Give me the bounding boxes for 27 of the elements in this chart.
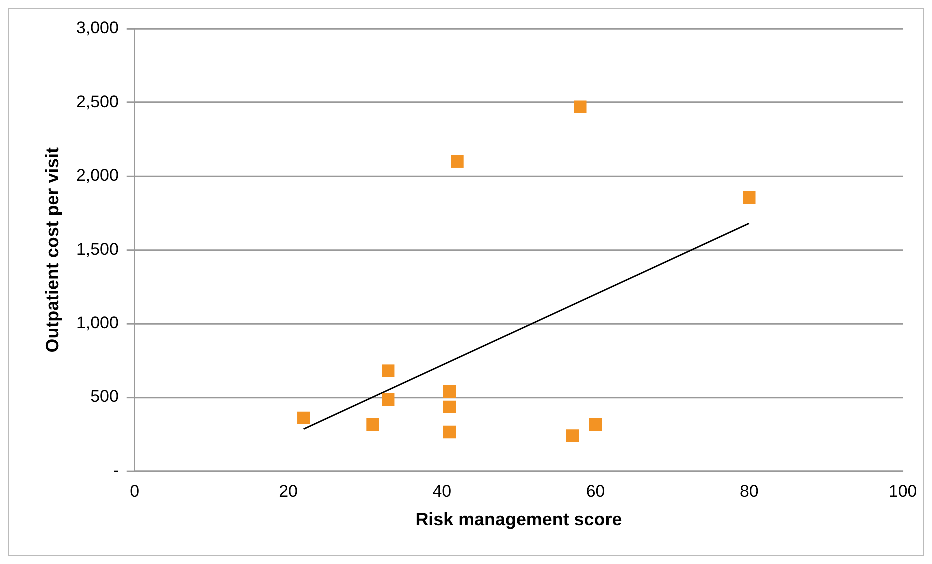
point <box>443 426 456 439</box>
y-axis-title: Outpatient cost per visit <box>42 148 63 353</box>
point <box>366 418 380 432</box>
x-tick-label: 20 <box>279 482 298 502</box>
x-tick-label: 80 <box>740 482 759 502</box>
y-tick-label: 1,000 <box>76 314 119 333</box>
point <box>443 400 456 414</box>
y-tick-label: 2,000 <box>76 166 119 186</box>
point <box>574 100 587 114</box>
x-tick-label: 0 <box>130 482 140 502</box>
point <box>743 191 756 204</box>
point <box>566 430 580 442</box>
point <box>589 418 602 432</box>
x-tick-label: 60 <box>586 482 606 502</box>
y-tick-label: 1,500 <box>76 240 119 259</box>
y-tick-label: - <box>113 460 119 480</box>
point <box>443 385 456 398</box>
point <box>298 412 310 425</box>
y-tick-label: 2,500 <box>76 92 119 112</box>
x-tick-label: 100 <box>888 482 918 502</box>
y-tick-label: 3,000 <box>76 18 119 38</box>
x-tick-label: 40 <box>432 482 452 502</box>
point <box>382 364 395 378</box>
y-tick-label: 500 <box>90 387 119 406</box>
x-axis-title: Risk management score <box>416 509 622 530</box>
point <box>451 155 464 168</box>
point <box>382 393 395 406</box>
